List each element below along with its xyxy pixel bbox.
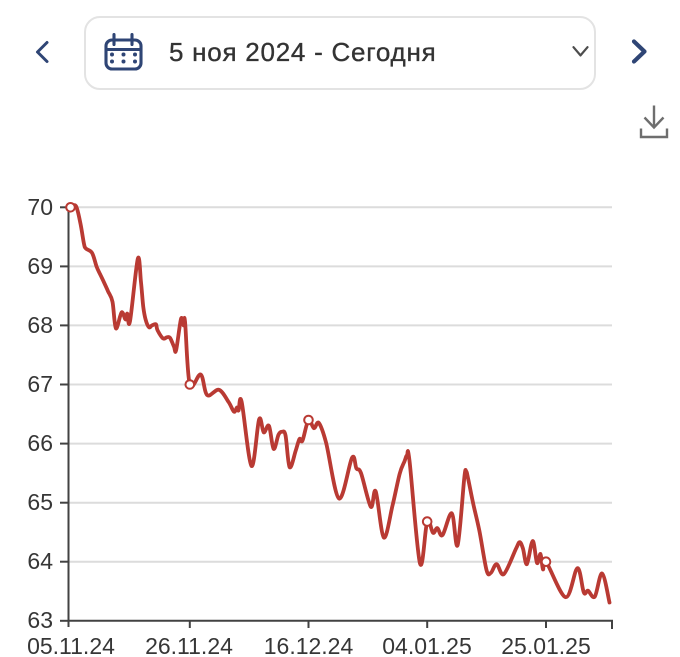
svg-text:65: 65 — [27, 489, 53, 515]
svg-text:26.11.24: 26.11.24 — [145, 633, 233, 657]
svg-text:70: 70 — [27, 194, 53, 220]
svg-text:64: 64 — [27, 548, 53, 574]
svg-text:67: 67 — [27, 371, 53, 397]
svg-text:68: 68 — [27, 312, 53, 338]
svg-text:66: 66 — [27, 430, 53, 456]
svg-text:25.01.25: 25.01.25 — [501, 633, 591, 657]
svg-text:69: 69 — [27, 253, 53, 279]
svg-text:05.11.24: 05.11.24 — [27, 633, 115, 657]
svg-text:63: 63 — [27, 607, 53, 633]
svg-text:04.01.25: 04.01.25 — [382, 633, 472, 657]
svg-text:16.12.24: 16.12.24 — [264, 633, 354, 657]
